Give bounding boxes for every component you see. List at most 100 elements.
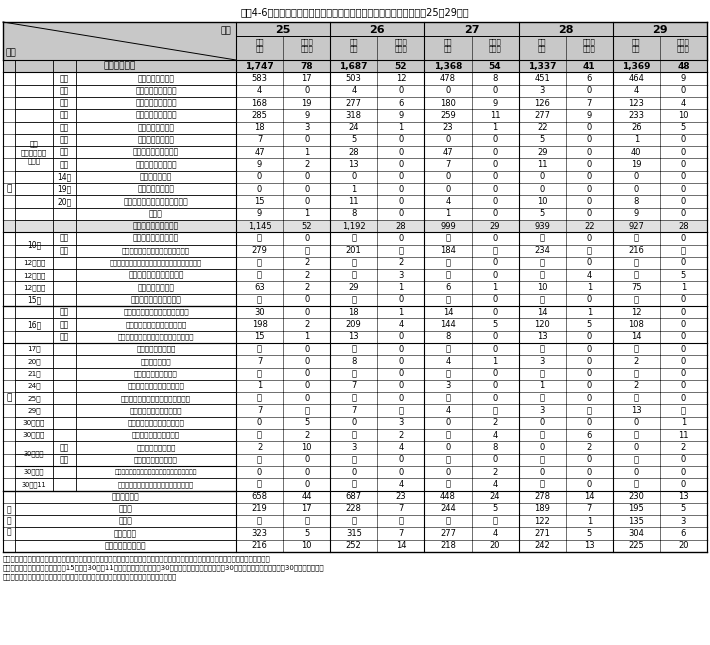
Text: 1: 1: [304, 209, 310, 218]
Text: 583: 583: [251, 74, 268, 83]
Text: 0: 0: [398, 332, 403, 341]
Text: －: －: [257, 259, 262, 268]
Text: 1: 1: [681, 283, 686, 292]
Text: 不当下請等要求行為: 不当下請等要求行為: [135, 86, 177, 95]
Text: 0: 0: [304, 197, 310, 206]
Text: 0: 0: [681, 184, 686, 194]
Text: 30条の６: 30条の６: [24, 450, 44, 457]
Text: －: －: [634, 259, 639, 268]
Text: 住吉会: 住吉会: [119, 517, 133, 526]
Text: 暴力的要求行為の要求: 暴力的要求行為の要求: [133, 234, 179, 243]
Text: 939: 939: [534, 221, 550, 230]
Text: －: －: [257, 480, 262, 489]
Text: 277: 277: [440, 529, 456, 538]
Text: 0: 0: [493, 332, 498, 341]
Text: 0: 0: [586, 295, 592, 304]
Text: 0: 0: [398, 344, 403, 353]
Text: 0: 0: [351, 172, 356, 181]
Text: ４号: ４号: [60, 99, 69, 108]
Text: 1,368: 1,368: [434, 62, 462, 71]
Text: 108: 108: [628, 320, 644, 329]
Text: 不当債務免除要求行為: 不当債務免除要求行為: [133, 148, 179, 157]
Text: 1: 1: [586, 308, 592, 317]
Text: 3: 3: [540, 86, 545, 95]
Text: 0: 0: [493, 381, 498, 390]
Text: 0: 0: [586, 393, 592, 402]
Text: 5: 5: [586, 320, 592, 329]
Text: －: －: [257, 271, 262, 280]
Text: 0: 0: [304, 393, 310, 402]
Text: 3: 3: [540, 406, 545, 415]
Text: 0: 0: [493, 234, 498, 243]
Text: 0: 0: [493, 197, 498, 206]
Text: 0: 0: [493, 455, 498, 464]
Text: 16条: 16条: [27, 320, 41, 329]
Text: 0: 0: [681, 197, 686, 206]
Text: 13: 13: [349, 160, 359, 169]
Text: 4: 4: [681, 99, 686, 108]
Text: 2: 2: [398, 259, 403, 268]
Text: ５号: ５号: [60, 111, 69, 120]
Text: 5: 5: [586, 529, 592, 538]
Text: 464: 464: [628, 74, 644, 83]
Text: 0: 0: [586, 234, 592, 243]
Text: 5: 5: [681, 271, 686, 280]
Text: 5: 5: [304, 419, 310, 428]
Text: 特定危険指定暴力団等の指定暴力団員の禁止行為: 特定危険指定暴力団等の指定暴力団員の禁止行為: [115, 470, 197, 475]
Bar: [3, 22, 707, 60]
Text: 中止
命令: 中止 命令: [538, 38, 547, 52]
Text: ２項: ２項: [60, 320, 69, 329]
Text: ７号: ７号: [60, 135, 69, 144]
Text: 0: 0: [586, 381, 592, 390]
Text: 0: 0: [398, 160, 403, 169]
Text: 41: 41: [583, 62, 596, 71]
Text: 0: 0: [398, 357, 403, 366]
Text: 219: 219: [251, 504, 268, 513]
Text: 0: 0: [681, 393, 686, 402]
Text: 315: 315: [346, 529, 361, 538]
Text: 687: 687: [346, 492, 362, 501]
Text: 0: 0: [398, 455, 403, 464]
Text: －: －: [681, 406, 686, 415]
Text: その他
の命令: その他 の命令: [677, 38, 690, 52]
Text: 不当贈与要求行為: 不当贈与要求行為: [138, 74, 175, 83]
Text: 0: 0: [586, 480, 592, 489]
Text: 用心棒の役務提供等: 用心棒の役務提供等: [136, 444, 175, 451]
Text: 0: 0: [681, 468, 686, 477]
Text: 54: 54: [488, 62, 501, 71]
Text: 0: 0: [586, 197, 592, 206]
Text: 0: 0: [681, 455, 686, 464]
Text: 0: 0: [634, 443, 639, 452]
Text: －: －: [493, 517, 498, 526]
Text: 準暴力的要求行為: 準暴力的要求行為: [138, 283, 175, 292]
Text: 0: 0: [681, 148, 686, 157]
Text: 122: 122: [535, 517, 550, 526]
Text: 14: 14: [443, 308, 453, 317]
Text: 4: 4: [586, 271, 592, 280]
Text: 準暴力的要求行為の要求等: 準暴力的要求行為の要求等: [129, 271, 184, 280]
Text: 4: 4: [445, 197, 451, 206]
Text: －: －: [351, 393, 356, 402]
Text: 六代目山口組: 六代目山口組: [111, 492, 139, 501]
Text: 少年に対する入れ墨の強要等: 少年に対する入れ墨の強要等: [128, 382, 185, 389]
Text: 259: 259: [440, 111, 456, 120]
Text: 999: 999: [440, 221, 456, 230]
Text: 特定危険指定暴力団等の事務所の使用制限: 特定危険指定暴力団等の事務所の使用制限: [118, 481, 194, 488]
Text: 注１：「中止命令」欄の「－」は中止命令の規定がないこと、「その他の命令」欄の「－」は中止命令以外の命令の規定がないことを示す。: 注１：「中止命令」欄の「－」は中止命令の規定がないこと、「その他の命令」欄の「－…: [3, 555, 271, 562]
Text: 5: 5: [540, 209, 545, 218]
Text: 0: 0: [398, 86, 403, 95]
Text: －: －: [681, 246, 686, 255]
Text: 3: 3: [351, 443, 356, 452]
Text: －: －: [351, 480, 356, 489]
Text: 209: 209: [346, 320, 361, 329]
Text: －: －: [634, 431, 639, 440]
Text: 6: 6: [398, 99, 403, 108]
Text: 24条: 24条: [27, 382, 40, 389]
Text: 20: 20: [490, 541, 501, 550]
Text: 12: 12: [395, 74, 406, 83]
Text: 4: 4: [351, 86, 356, 95]
Text: その他の指定暴力団: その他の指定暴力団: [104, 541, 146, 550]
Text: 0: 0: [681, 332, 686, 341]
Text: 5: 5: [540, 135, 545, 144]
Text: 29: 29: [652, 25, 667, 35]
